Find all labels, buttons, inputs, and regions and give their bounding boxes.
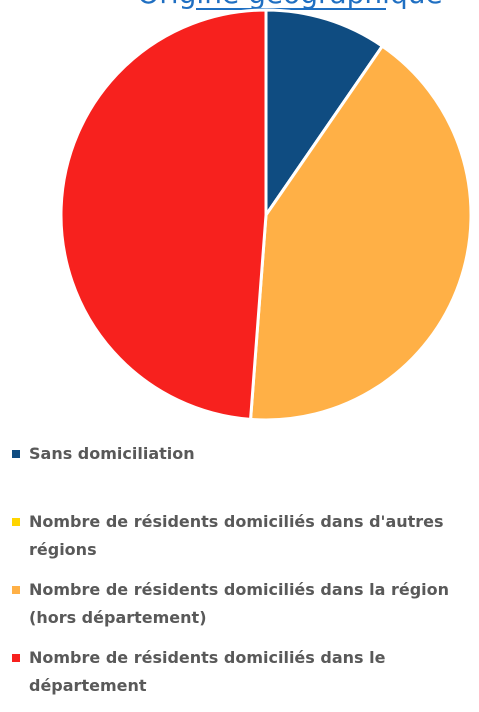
pie-slice bbox=[264, 8, 385, 220]
legend-label: Nombre de résidents domiciliés dans le d… bbox=[29, 648, 386, 695]
chart: Origine géographique bbox=[59, 0, 473, 422]
chart-title: Origine géographique bbox=[137, 0, 442, 10]
legend-item: Nombre de résidents domiciliés dans la r… bbox=[12, 576, 477, 644]
legend-item: Nombre de résidents domiciliés dans le d… bbox=[12, 644, 477, 712]
pie-slice bbox=[59, 8, 268, 422]
legend-label: Sans domiciliation bbox=[29, 444, 195, 463]
legend-item: Sans domiciliation bbox=[12, 440, 477, 508]
legend-label: Nombre de résidents domiciliés dans la r… bbox=[29, 580, 450, 627]
legend-item: Nombre de résidents domiciliés dans d'au… bbox=[12, 508, 477, 576]
legend-label: Nombre de résidents domiciliés dans d'au… bbox=[29, 512, 444, 559]
pie-slice bbox=[248, 44, 473, 422]
legend: Sans domiciliation Nombre de résidents do… bbox=[12, 440, 477, 712]
legend-swatch bbox=[12, 518, 20, 526]
legend-swatch bbox=[12, 586, 20, 594]
legend-swatch bbox=[12, 654, 20, 662]
legend-swatch bbox=[12, 450, 20, 458]
